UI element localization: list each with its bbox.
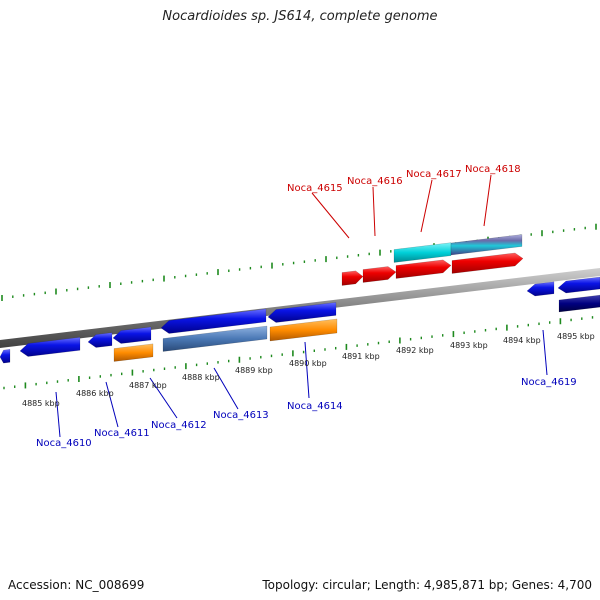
scale-ticks <box>1 223 597 390</box>
label-leader-line <box>372 186 376 237</box>
gene-noca-4620-feature[interactable] <box>558 294 600 313</box>
gene-noca-4609[interactable] <box>0 349 11 364</box>
label-leader-line <box>420 179 433 233</box>
accession-text: Accession: NC_008699 <box>8 578 145 592</box>
scale-label-4890: 4890 kbp <box>289 359 327 368</box>
gene-noca-4614-feature[interactable] <box>269 318 338 342</box>
gene-label-noca-4610[interactable]: Noca_4610 <box>36 438 92 449</box>
gene-noca-4617[interactable] <box>395 259 452 279</box>
gene-label-noca-4612[interactable]: Noca_4612 <box>151 420 207 431</box>
scale-label-4888: 4888 kbp <box>182 373 220 382</box>
gene-noca-4612[interactable] <box>112 326 152 344</box>
gene-label-noca-4613[interactable]: Noca_4613 <box>213 410 269 421</box>
scale-label-4886: 4886 kbp <box>76 389 114 398</box>
scale-label-4893: 4893 kbp <box>450 341 488 350</box>
label-leader-line <box>311 192 350 239</box>
gene-noca-4616[interactable] <box>362 266 397 283</box>
gene-label-noca-4617[interactable]: Noca_4617 <box>406 169 462 180</box>
label-leader-line <box>55 391 61 438</box>
scale-label-4887: 4887 kbp <box>129 381 167 390</box>
label-leader-line <box>105 381 119 428</box>
scale-label-4885: 4885 kbp <box>22 399 60 408</box>
genome-summary: Topology: circular; Length: 4,985,871 bp… <box>262 578 592 592</box>
gene-noca-4620[interactable] <box>557 276 600 294</box>
gene-labels: Noca_4610 Noca_4611 Noca_4612 Noca_4613 … <box>36 164 577 449</box>
genes <box>0 234 600 364</box>
scale-label-4891: 4891 kbp <box>342 352 380 361</box>
gene-label-noca-4614[interactable]: Noca_4614 <box>287 401 343 412</box>
gene-noca-4617-feature[interactable] <box>393 242 452 263</box>
label-leader-line <box>213 367 239 410</box>
scale-label-4889: 4889 kbp <box>235 366 273 375</box>
scale-label-4895: 4895 kbp <box>557 332 595 341</box>
scale-labels: 4885 kbp 4886 kbp 4887 kbp 4888 kbp 4889… <box>22 332 595 408</box>
map-title: Nocardioides sp. JS614, complete genome <box>162 9 438 24</box>
scale-label-4894: 4894 kbp <box>503 336 541 345</box>
label-leader-line <box>149 377 178 419</box>
gene-noca-4619[interactable] <box>526 281 555 297</box>
gene-noca-4611[interactable] <box>87 332 113 348</box>
gene-noca-4615[interactable] <box>341 270 364 286</box>
gene-label-noca-4611[interactable]: Noca_4611 <box>94 428 150 439</box>
gene-noca-4613-feature[interactable] <box>162 325 268 352</box>
gene-label-noca-4615[interactable]: Noca_4615 <box>287 183 343 194</box>
gene-label-noca-4618[interactable]: Noca_4618 <box>465 164 521 175</box>
label-leaders <box>55 174 548 438</box>
gene-noca-4618[interactable] <box>451 252 524 274</box>
label-leader-line <box>304 341 310 399</box>
gene-label-noca-4619[interactable]: Noca_4619 <box>521 377 577 388</box>
gene-noca-4614[interactable] <box>267 302 337 323</box>
gene-noca-4613[interactable] <box>160 308 267 334</box>
scale-label-4892: 4892 kbp <box>396 346 434 355</box>
gene-label-noca-4616[interactable]: Noca_4616 <box>347 176 403 187</box>
label-leader-line <box>542 329 548 376</box>
gene-noca-4612-feature[interactable] <box>113 343 154 362</box>
gene-noca-4610[interactable] <box>19 337 81 357</box>
label-leader-line <box>483 174 492 227</box>
gene-noca-4618-feature[interactable] <box>450 234 523 256</box>
